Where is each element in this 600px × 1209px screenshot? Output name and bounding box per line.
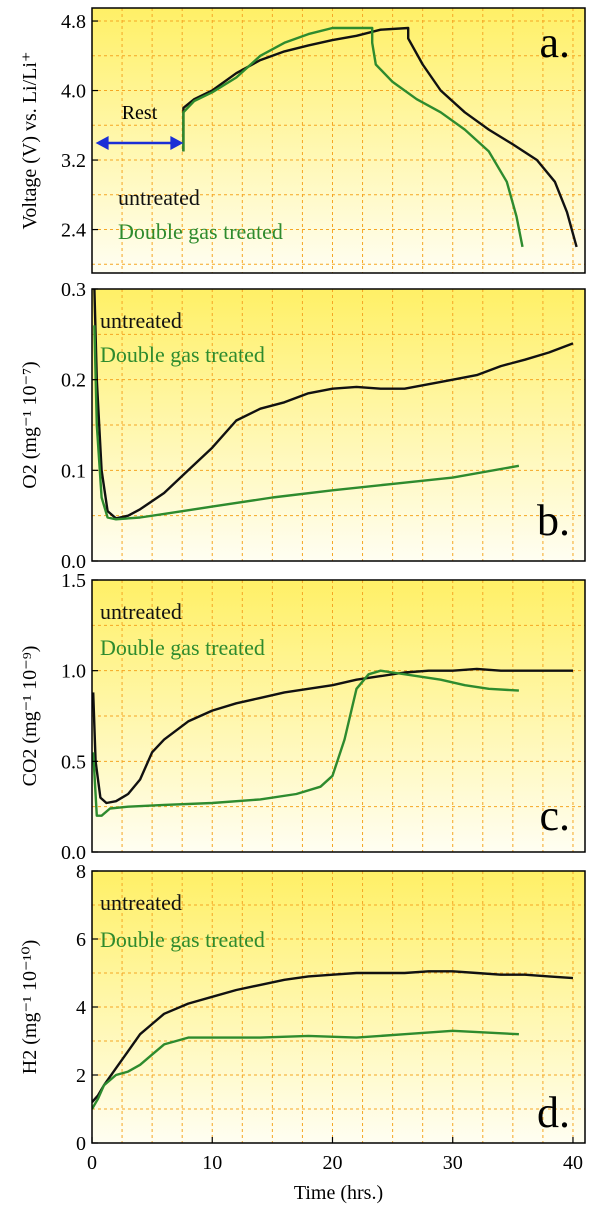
panel-a-frame [91,7,586,274]
panel-a: 2.4 3.2 4.0 4.8 Voltage (V) vs. Li/Li⁺ a. u… [19,7,586,274]
y-tick-label: 3.2 [61,150,86,172]
panel-b-y-ticks: 0.0 0.1 0.2 0.3 [61,279,98,573]
panel-d-y-ticks: 0 2 4 6 8 [76,861,98,1155]
y-tick-label: 0.0 [61,842,86,864]
x-tick-label: 40 [563,1152,583,1174]
x-tick-label: 0 [87,1152,97,1174]
panel-a-legend-untreated: untreated [118,185,200,210]
panel-d: 0 2 4 6 8 H2 (mg⁻¹ 10⁻¹⁰) d. untreated Doubl… [19,861,586,1174]
panel-d-series [92,970,574,1110]
y-tick-label: 6 [76,929,86,951]
y-tick-label: 0.3 [61,279,86,301]
panel-c-legend-treated: Double gas treated [100,635,265,660]
panel-a-series [182,26,578,248]
y-tick-label: 0.2 [61,370,86,392]
panel-b-legend-treated: Double gas treated [100,342,265,367]
panel-c-series [92,667,573,817]
y-tick-label: 1.5 [61,570,86,592]
panel-d-legend-untreated: untreated [100,890,182,915]
panel-c-y-ticks: 0.0 0.5 1.0 1.5 [61,570,98,864]
y-tick-label: 0.5 [61,751,86,773]
panel-c-frame [91,579,586,853]
panel-c-y-axis-label: CO2 (mg⁻¹ 10⁻⁹) [19,646,41,787]
y-tick-label: 0.0 [61,551,86,573]
x-tick-label: 10 [202,1152,222,1174]
series-treated [92,669,519,817]
rest-arrowhead-right [170,136,184,150]
panel-a-label: a. [539,18,570,67]
x-axis-ticks: 0 10 20 30 40 [87,1137,583,1174]
panel-a-legend-treated: Double gas treated [118,219,283,244]
panel-b-series [93,289,574,521]
x-axis-label: Time (hrs.) [294,1182,383,1204]
y-tick-label: 2.4 [61,220,86,242]
panel-b-label: b. [537,496,570,545]
panel-b: 0.0 0.1 0.2 0.3 O2 (mg⁻¹ 10⁻⁷) b. untreated… [19,279,586,573]
rest-annotation: Rest [95,102,184,150]
series-untreated [92,970,574,1103]
panel-b-grid [92,289,585,561]
y-tick-label: 0.1 [61,460,86,482]
panel-c-legend-untreated: untreated [100,599,182,624]
y-tick-label: 4 [76,997,86,1019]
panel-c: 0.0 0.5 1.0 1.5 CO2 (mg⁻¹ 10⁻⁹) c. untreate… [19,570,586,864]
y-tick-label: 4.0 [61,81,86,103]
panel-a-y-axis-label: Voltage (V) vs. Li/Li⁺ [19,52,41,230]
series-untreated [92,667,573,805]
panel-d-label: d. [537,1088,570,1137]
series-untreated [182,26,578,248]
x-tick-label: 30 [443,1152,463,1174]
x-tick-label: 20 [322,1152,342,1174]
y-tick-label: 8 [76,861,86,883]
panel-b-frame [91,288,586,562]
panel-a-grid [92,8,585,273]
series-treated [93,325,520,521]
y-tick-label: 4.8 [61,11,86,33]
rest-label: Rest [122,102,158,124]
y-tick-label: 2 [76,1065,86,1087]
series-treated [92,1029,519,1110]
series-treated [182,26,524,248]
panel-d-y-axis-label: H2 (mg⁻¹ 10⁻¹⁰) [19,940,41,1074]
y-tick-label: 0 [76,1133,86,1155]
panel-a-y-ticks: 2.4 3.2 4.0 4.8 [61,11,98,242]
panel-d-grid [92,871,585,1143]
rest-arrowhead-left [95,136,109,150]
y-tick-label: 1.0 [61,661,86,683]
panel-d-legend-treated: Double gas treated [100,927,265,952]
panel-c-label: c. [539,791,570,840]
panel-b-y-axis-label: O2 (mg⁻¹ 10⁻⁷) [19,361,41,488]
panel-b-legend-untreated: untreated [100,308,182,333]
